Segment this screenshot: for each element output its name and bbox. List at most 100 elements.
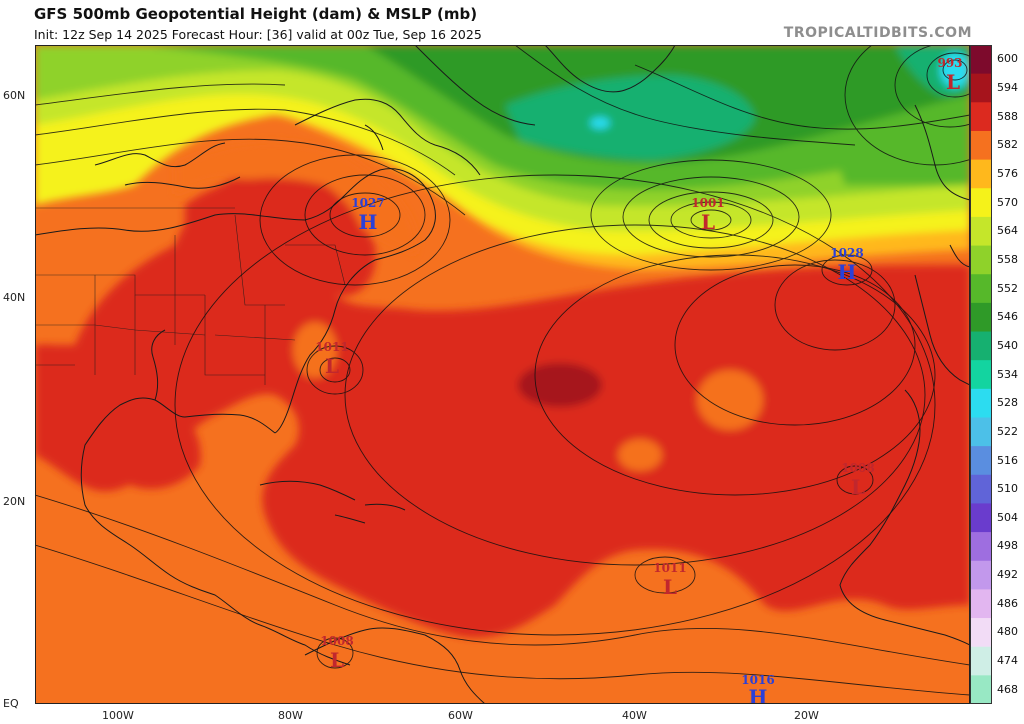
field-582-hole-b: [618, 439, 662, 471]
field-528-east: [940, 52, 970, 88]
colorbar-label-534: 534: [997, 367, 1018, 381]
low-1011-atlantic: 1011 L: [653, 561, 686, 599]
colorbar-label-498: 498: [997, 539, 1018, 553]
colorbar-label-564: 564: [997, 224, 1018, 238]
coastlines: [35, 45, 970, 704]
svg-text:L: L: [330, 648, 344, 672]
brand-logo: TROPICALTIDBITS.COM: [783, 25, 972, 41]
svg-text:L: L: [663, 575, 677, 599]
weather-map: 1027 H 1011 L 1001 L 1028 H 993 L 1008 L: [35, 45, 970, 704]
colorbar-label-504: 504: [997, 510, 1018, 524]
lat-label-40n: 40N: [3, 291, 26, 304]
colorbar-swatch-540: [970, 331, 992, 361]
colorbar-label-516: 516: [997, 453, 1018, 467]
colorbar-swatch-480: [970, 618, 992, 648]
svg-text:L: L: [701, 210, 715, 234]
map-title: GFS 500mb Geopotential Height (dam) & MS…: [34, 5, 478, 23]
svg-text:1011: 1011: [315, 340, 348, 354]
colorbar-label-588: 588: [997, 109, 1018, 123]
colorbar: [970, 45, 992, 704]
lon-label-60w: 60W: [448, 709, 473, 722]
high-1027: 1027 H: [351, 196, 384, 234]
svg-text:L: L: [325, 354, 339, 378]
colorbar-swatch-600: [970, 45, 992, 75]
colorbar-swatch-522: [970, 417, 992, 447]
high-1016: 1016 H: [741, 673, 774, 704]
svg-text:1008: 1008: [841, 461, 874, 475]
lat-label-20n: 20N: [3, 495, 26, 508]
colorbar-swatch-588: [970, 102, 992, 132]
low-993: 993 L: [937, 56, 962, 94]
field-588-northeast: [185, 178, 366, 289]
svg-text:1001: 1001: [691, 196, 724, 210]
high-1028: 1028 H: [830, 246, 863, 284]
lat-label-60n: 60N: [3, 89, 26, 102]
isobars: [35, 45, 970, 696]
colorbar-label-480: 480: [997, 625, 1018, 639]
lon-label-40w: 40W: [622, 709, 647, 722]
colorbar-label-528: 528: [997, 396, 1018, 410]
svg-text:993: 993: [937, 56, 962, 70]
colorbar-swatch-552: [970, 274, 992, 304]
colorbar-label-582: 582: [997, 138, 1018, 152]
colorbar-swatch-510: [970, 474, 992, 504]
field-594: [518, 363, 602, 407]
colorbar-swatch-564: [970, 216, 992, 247]
field-552-east: [835, 135, 970, 185]
colorbar-label-558: 558: [997, 252, 1018, 266]
svg-text:L: L: [851, 475, 865, 499]
colorbar-label-552: 552: [997, 281, 1018, 295]
field-540: [505, 75, 755, 160]
colorbar-swatch-504: [970, 503, 992, 533]
colorbar-swatch-582: [970, 130, 992, 161]
svg-text:1027: 1027: [351, 196, 384, 210]
state-borders: [35, 207, 346, 385]
colorbar-swatch-486: [970, 589, 992, 619]
colorbar-label-540: 540: [997, 338, 1018, 352]
svg-text:H: H: [749, 685, 768, 704]
low-1008-southamerica: 1008 L: [320, 634, 353, 672]
field-582-inner: [175, 141, 417, 255]
colorbar-swatch-516: [970, 446, 992, 476]
colorbar-swatch-576: [970, 159, 992, 189]
colorbar-swatch-474: [970, 646, 992, 676]
colorbar-label-576: 576: [997, 166, 1018, 180]
svg-text:1016: 1016: [741, 673, 774, 687]
colorbar-swatch-492: [970, 560, 992, 590]
colorbar-label-486: 486: [997, 596, 1018, 610]
svg-text:H: H: [359, 210, 378, 234]
low-1011-carolinas: 1011 L: [315, 340, 348, 378]
field-582-hole-a: [697, 370, 763, 430]
colorbar-swatch-498: [970, 532, 992, 562]
low-1008-africa: 1008 L: [841, 461, 874, 499]
svg-text:1028: 1028: [830, 246, 863, 260]
colorbar-label-570: 570: [997, 195, 1018, 209]
lon-label-20w: 20W: [794, 709, 819, 722]
colorbar-swatch-594: [970, 73, 992, 103]
map-subtitle: Init: 12z Sep 14 2025 Forecast Hour: [36…: [34, 27, 482, 42]
colorbar-label-474: 474: [997, 654, 1018, 667]
colorbar-label-492: 492: [997, 568, 1018, 582]
pressure-systems: 1027 H 1011 L 1001 L 1028 H 993 L 1008 L: [315, 56, 962, 704]
colorbar-label-600: 600: [997, 52, 1018, 66]
field-534: [590, 117, 610, 129]
lat-label-eq: EQ: [3, 697, 19, 710]
colorbar-swatch-546: [970, 302, 992, 333]
lon-label-80w: 80W: [278, 709, 303, 722]
colorbar-label-522: 522: [997, 424, 1018, 438]
svg-text:1008: 1008: [320, 634, 353, 648]
svg-text:L: L: [946, 70, 960, 94]
field-588-gulf: [35, 344, 201, 489]
svg-text:1011: 1011: [653, 561, 686, 575]
colorbar-label-594: 594: [997, 81, 1018, 94]
colorbar-swatch-528: [970, 388, 992, 418]
colorbar-swatch-468: [970, 675, 992, 704]
colorbar-swatch-570: [970, 188, 992, 218]
colorbar-swatch-558: [970, 245, 992, 275]
colorbar-label-546: 546: [997, 310, 1018, 324]
lon-label-100w: 100W: [102, 709, 134, 722]
svg-text:H: H: [838, 260, 857, 284]
colorbar-swatch-534: [970, 360, 992, 390]
colorbar-label-468: 468: [997, 682, 1018, 696]
colorbar-label-510: 510: [997, 482, 1018, 496]
